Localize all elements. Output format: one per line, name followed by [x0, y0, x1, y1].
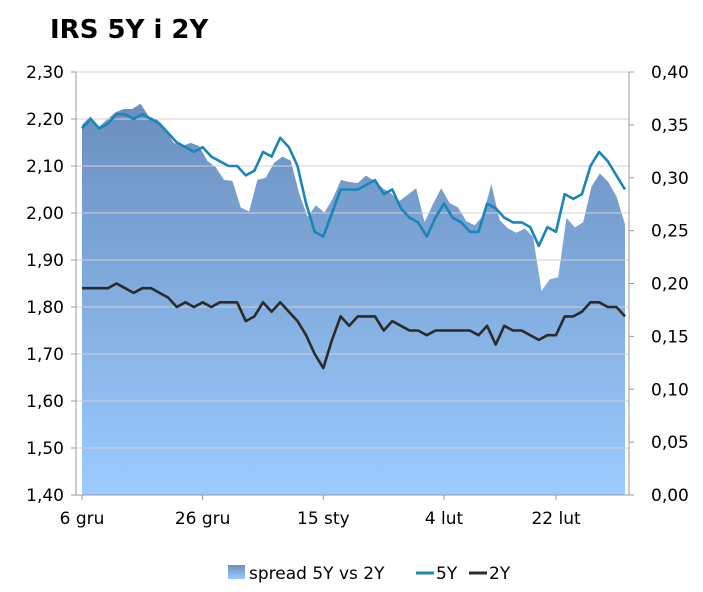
- legend-item-5y: 5Y: [416, 564, 458, 584]
- gridlines: [76, 71, 629, 449]
- x-tick-label: 22 lut: [531, 509, 581, 529]
- y-left-tick-label: 1,80: [26, 298, 64, 318]
- y-left-tick-label: 1,90: [26, 251, 64, 271]
- chart-title: IRS 5Y i 2Y: [50, 15, 209, 45]
- y-axis-left-ticks: 2,30 2,20 2,10 2,00 1,90 1,80 1,70 1,60 1,50 1,40: [26, 63, 76, 506]
- x-tick-label: 4 lut: [425, 509, 464, 529]
- legend: spread 5Y vs 2Y 5Y 2Y: [228, 564, 511, 584]
- y-left-tick-label: 2,30: [26, 63, 64, 83]
- y-right-tick-label: 0,40: [651, 63, 689, 83]
- y-left-tick-label: 1,50: [26, 439, 64, 459]
- legend-item-2y: 2Y: [469, 564, 511, 584]
- spread-area: [82, 103, 625, 495]
- legend-swatch-spread: [228, 565, 245, 579]
- x-axis-ticks: 6 gru 26 gru 15 sty 4 lut 22 lut: [60, 495, 581, 529]
- legend-item-spread: spread 5Y vs 2Y: [228, 564, 385, 584]
- y-right-tick-label: 0,25: [651, 222, 689, 242]
- y-right-tick-label: 0,10: [651, 380, 689, 400]
- y-left-tick-label: 1,70: [26, 345, 64, 365]
- y-right-tick-label: 0,05: [651, 433, 689, 453]
- y-left-tick-label: 2,00: [26, 204, 64, 224]
- y-left-tick-label: 1,40: [26, 486, 64, 506]
- y-axis-right-ticks: 0,40 0,35 0,30 0,25 0,20 0,15 0,10 0,05 0,00: [629, 63, 689, 506]
- x-tick-label: 26 gru: [175, 509, 231, 529]
- y-right-tick-label: 0,30: [651, 169, 689, 189]
- x-tick-label: 6 gru: [60, 509, 105, 529]
- y-left-tick-label: 2,10: [26, 157, 64, 177]
- legend-label-spread: spread 5Y vs 2Y: [249, 564, 385, 584]
- y-right-tick-label: 0,20: [651, 275, 689, 295]
- y-right-tick-label: 0,00: [651, 486, 689, 506]
- legend-label-2y: 2Y: [489, 564, 511, 584]
- series-line-5y: [81, 113, 627, 248]
- y-left-tick-label: 2,20: [26, 110, 64, 130]
- y-right-tick-label: 0,35: [651, 116, 689, 136]
- y-left-tick-label: 1,60: [26, 392, 64, 412]
- y-right-tick-label: 0,15: [651, 327, 689, 347]
- plot-area: [75, 71, 630, 496]
- legend-label-5y: 5Y: [436, 564, 458, 584]
- series-line-2y: [82, 282, 626, 370]
- x-tick-label: 15 sty: [297, 509, 350, 529]
